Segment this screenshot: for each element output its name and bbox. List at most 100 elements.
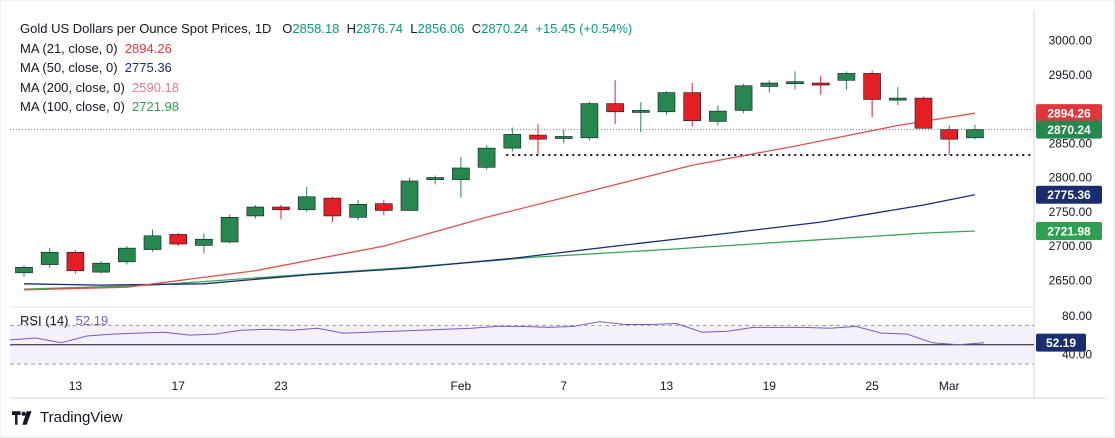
candle-body (143, 235, 162, 250)
candle (15, 265, 33, 277)
price-axis-badge (1036, 185, 1102, 204)
y-tick-label: 2850.00 (1049, 136, 1093, 150)
candle-body (529, 134, 547, 140)
candle (374, 200, 393, 216)
candle (837, 71, 856, 90)
candle (118, 246, 136, 265)
indicator-ma100[interactable]: MA (100, close, 0) 2721.98 (20, 97, 632, 117)
candle-body (760, 82, 779, 87)
y-tick-label: 2800.00 (1049, 171, 1093, 185)
candle-body (477, 147, 496, 168)
header-row: Gold US Dollars per Ounce Spot Prices, 1… (20, 19, 632, 39)
rsi-axis-badge (1036, 333, 1086, 352)
candle (786, 71, 804, 90)
high-value: 2876.74 (356, 21, 404, 36)
candle-body (15, 267, 33, 274)
ma100-line (23, 230, 975, 290)
candle (888, 87, 907, 105)
chart-legend: Gold US Dollars per Ounce Spot Prices, 1… (20, 19, 632, 117)
ma50-line (23, 194, 976, 286)
indicator-label: MA (50, close, 0) (20, 60, 118, 76)
candle (220, 214, 239, 244)
candle-body (837, 73, 856, 81)
candle-body (554, 136, 573, 139)
candle (503, 127, 522, 152)
candle (452, 157, 470, 198)
candle-body (426, 177, 445, 180)
price-axis-badge (1036, 104, 1102, 123)
indicator-ma50[interactable]: MA (50, close, 0) 2775.36 (20, 58, 632, 78)
indicator-ma200[interactable]: MA (200, close, 0) 2590.18 (20, 78, 632, 98)
price-axis-badge-label: 2894.26 (1047, 107, 1091, 121)
rsi-line (9, 321, 985, 346)
close-value: 2870.24 (481, 21, 529, 36)
candle-body (349, 203, 367, 218)
candle (606, 80, 624, 125)
candle-body (709, 110, 727, 122)
x-tick-label: 7 (560, 379, 567, 393)
candle (272, 204, 290, 220)
rsi-tick-label: 80.00 (1062, 309, 1092, 323)
candle-body (863, 73, 881, 100)
candle-body (631, 110, 650, 113)
footer-brand[interactable]: TradingView (12, 409, 123, 426)
candle (169, 233, 187, 247)
candle-body (888, 97, 907, 101)
candle (940, 125, 959, 155)
y-tick-label: 3000.00 (1049, 34, 1093, 48)
candle (966, 124, 984, 140)
candle-body (374, 203, 393, 211)
symbol-title: Gold US Dollars per Ounce Spot Prices, 1… (20, 21, 272, 36)
rsi-legend[interactable]: RSI (14) 52.19 (20, 313, 108, 328)
candle-body (272, 206, 290, 211)
candle (66, 250, 85, 274)
x-tick-label: Feb (451, 379, 472, 393)
candle (246, 204, 265, 219)
tradingview-logo-icon (12, 410, 32, 425)
candle-body (195, 238, 213, 246)
candle (323, 196, 342, 223)
x-tick-label: 13 (660, 379, 674, 393)
candle-body (966, 129, 984, 139)
candle-body (297, 196, 316, 211)
price-axis-badge (1036, 120, 1102, 139)
candle (811, 76, 830, 95)
candle (529, 124, 547, 155)
candle-body (118, 247, 136, 263)
candle-body (580, 103, 599, 139)
candle-body (400, 180, 419, 211)
candle (349, 200, 367, 221)
rsi-label: RSI (14) (20, 313, 69, 328)
candle-body (657, 92, 676, 113)
candle-body (66, 251, 85, 272)
low-label: L (410, 21, 418, 36)
candle (580, 101, 599, 141)
candle-body (606, 103, 624, 113)
x-tick-label: 23 (274, 379, 288, 393)
ma21-line (23, 112, 976, 291)
indicator-ma21[interactable]: MA (21, close, 0) 2894.26 (20, 39, 632, 59)
low-value: 2856.06 (417, 21, 465, 36)
candle (554, 129, 573, 144)
indicator-label: MA (200, close, 0) (20, 79, 125, 95)
open-value: 2858.18 (292, 21, 340, 36)
y-tick-label: 2650.00 (1049, 273, 1093, 287)
high-label: H (346, 21, 357, 36)
candle-body (811, 82, 830, 86)
rsi-axis-badge-label: 52.19 (1046, 336, 1076, 350)
candle (709, 105, 727, 126)
indicator-label: MA (100, close, 0) (20, 99, 125, 115)
brand-label: TradingView (40, 409, 123, 426)
candle-body (246, 206, 265, 217)
indicator-value: 2775.36 (124, 60, 172, 76)
price-axis-badge-label: 2775.36 (1047, 188, 1091, 202)
candle-body (452, 167, 470, 180)
candle-body (92, 262, 110, 273)
candle-body (734, 85, 753, 111)
indicator-value: 2590.18 (132, 79, 180, 95)
x-tick-label: 19 (763, 379, 777, 393)
candle-body (220, 217, 239, 243)
change-value: +15.45 (+0.54%) (535, 21, 633, 36)
indicator-label: MA (21, close, 0) (20, 40, 118, 56)
